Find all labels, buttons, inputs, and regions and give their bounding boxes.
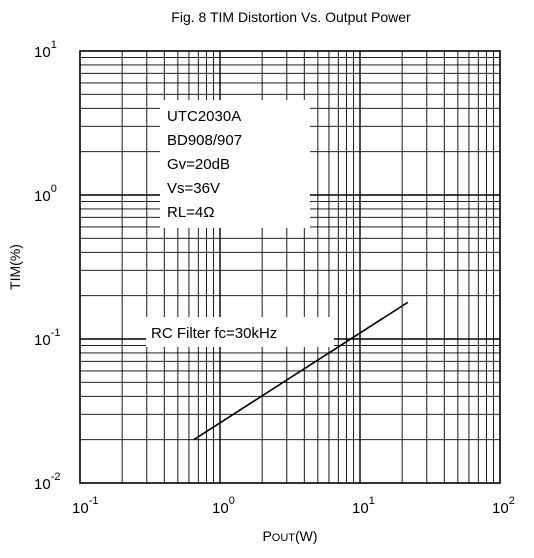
x-axis-label-main: P — [262, 528, 271, 544]
x-tick-exponent: 1 — [369, 495, 375, 507]
x-tick-base: 10 — [492, 500, 509, 517]
conditions-box: UTC2030A BD908/907 Gv=20dB Vs=36V RL=4Ω — [160, 100, 310, 228]
y-axis-label: TIM(%) — [7, 244, 23, 290]
x-tick-label: 10-1 — [72, 495, 98, 517]
conditions-line-transistors: BD908/907 — [167, 132, 242, 149]
y-tick-base: 10 — [34, 188, 51, 205]
series-label-group: RC Filter fc=30kHz — [146, 317, 334, 347]
x-tick-exponent: 2 — [509, 495, 515, 507]
y-tick-base: 10 — [34, 44, 51, 61]
y-tick-base: 10 — [34, 332, 51, 349]
series-label-background — [146, 317, 334, 347]
y-tick-label: 10-1 — [34, 327, 60, 349]
y-tick-exponent: -1 — [51, 327, 61, 339]
x-tick-label: 100 — [212, 495, 235, 517]
x-tick-base: 10 — [72, 500, 89, 517]
x-tick-labels: 10-1 100 101 102 — [72, 495, 515, 517]
conditions-line-ic: UTC2030A — [167, 108, 241, 125]
conditions-line-gain: Gv=20dB — [167, 156, 230, 173]
conditions-box-background — [160, 100, 310, 228]
x-tick-base: 10 — [212, 500, 229, 517]
x-tick-label: 102 — [492, 495, 515, 517]
y-tick-exponent: -2 — [51, 471, 61, 483]
x-tick-label: 101 — [352, 495, 375, 517]
y-tick-exponent: 0 — [51, 183, 57, 195]
x-tick-exponent: -1 — [89, 495, 99, 507]
conditions-line-load: RL=4Ω — [167, 204, 215, 221]
x-axis-label: POUT(W) — [262, 528, 317, 544]
y-tick-label: 101 — [34, 39, 57, 61]
y-tick-label: 10-2 — [34, 471, 60, 493]
y-tick-exponent: 1 — [51, 39, 57, 51]
x-axis-label-subscript: OUT — [272, 532, 296, 544]
chart-title: Fig. 8 TIM Distortion Vs. Output Power — [171, 9, 411, 25]
x-tick-base: 10 — [352, 500, 369, 517]
x-axis-label-unit: (W) — [295, 528, 318, 544]
conditions-line-supply: Vs=36V — [167, 180, 220, 197]
y-tick-base: 10 — [34, 476, 51, 493]
y-tick-label: 100 — [34, 183, 57, 205]
series-line-rc-filter — [193, 301, 409, 441]
plot-frame — [79, 50, 501, 484]
x-tick-exponent: 0 — [229, 495, 235, 507]
series-label: RC Filter fc=30kHz — [151, 325, 277, 342]
